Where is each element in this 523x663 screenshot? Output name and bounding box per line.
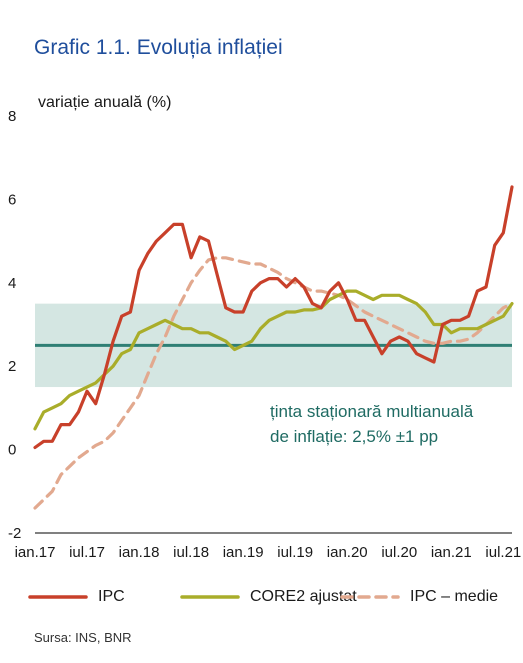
y-tick-label: 4 xyxy=(8,275,16,292)
x-tick-label: iul.18 xyxy=(173,544,209,561)
inflation-chart: 8 6 4 2 0 -2 ian.17 iul.17 ian.18 iul.18 ian.19 iu… xyxy=(8,94,522,561)
legend-label: IPC xyxy=(98,588,125,605)
y-tick-label: -2 xyxy=(8,525,21,542)
legend-item: IPC xyxy=(28,583,125,611)
x-tick-label: iul.21 xyxy=(485,544,521,561)
x-tick-label: ian.21 xyxy=(431,544,472,561)
x-tick-labels: ian.17 iul.17 ian.18 iul.18 ian.19 iul.19 ian.… xyxy=(15,544,522,561)
target-annotation-line2: de inflație: 2,5% ±1 pp xyxy=(270,427,438,446)
y-tick-labels: 8 6 4 2 0 -2 xyxy=(8,108,21,542)
legend-item: CORE2 ajustat xyxy=(180,583,357,611)
legend-swatch xyxy=(180,595,240,599)
target-annotation-line1: ținta staționară multianuală xyxy=(270,402,474,421)
legend-item: IPC – medie xyxy=(340,583,498,611)
x-tick-label: iul.17 xyxy=(69,544,105,561)
legend-swatch xyxy=(28,595,88,599)
source-note: Sursa: INS, BNR xyxy=(34,630,132,645)
y-tick-label: 8 xyxy=(8,108,16,125)
x-tick-label: iul.19 xyxy=(277,544,313,561)
y-axis-label: variație anuală (%) xyxy=(38,94,171,111)
legend-label: IPC – medie xyxy=(410,588,499,605)
y-tick-label: 6 xyxy=(8,191,16,208)
x-tick-label: ian.19 xyxy=(223,544,264,561)
x-tick-label: ian.18 xyxy=(119,544,160,561)
legend-label: CORE2 ajustat xyxy=(250,588,357,605)
legend-swatch xyxy=(340,595,400,599)
x-tick-label: ian.17 xyxy=(15,544,56,561)
legend: IPC CORE2 ajustat IPC – medie xyxy=(28,583,523,611)
series-line-core2 xyxy=(33,289,514,431)
y-tick-label: 2 xyxy=(8,358,16,375)
chart-title: Grafic 1.1. Evoluția inflației xyxy=(34,36,283,59)
series-lines xyxy=(33,185,514,510)
x-tick-label: iul.20 xyxy=(381,544,417,561)
y-tick-label: 0 xyxy=(8,442,16,459)
x-tick-label: ian.20 xyxy=(327,544,368,561)
series-line-ipc-medie xyxy=(33,256,514,510)
series-line-ipc xyxy=(33,185,514,450)
